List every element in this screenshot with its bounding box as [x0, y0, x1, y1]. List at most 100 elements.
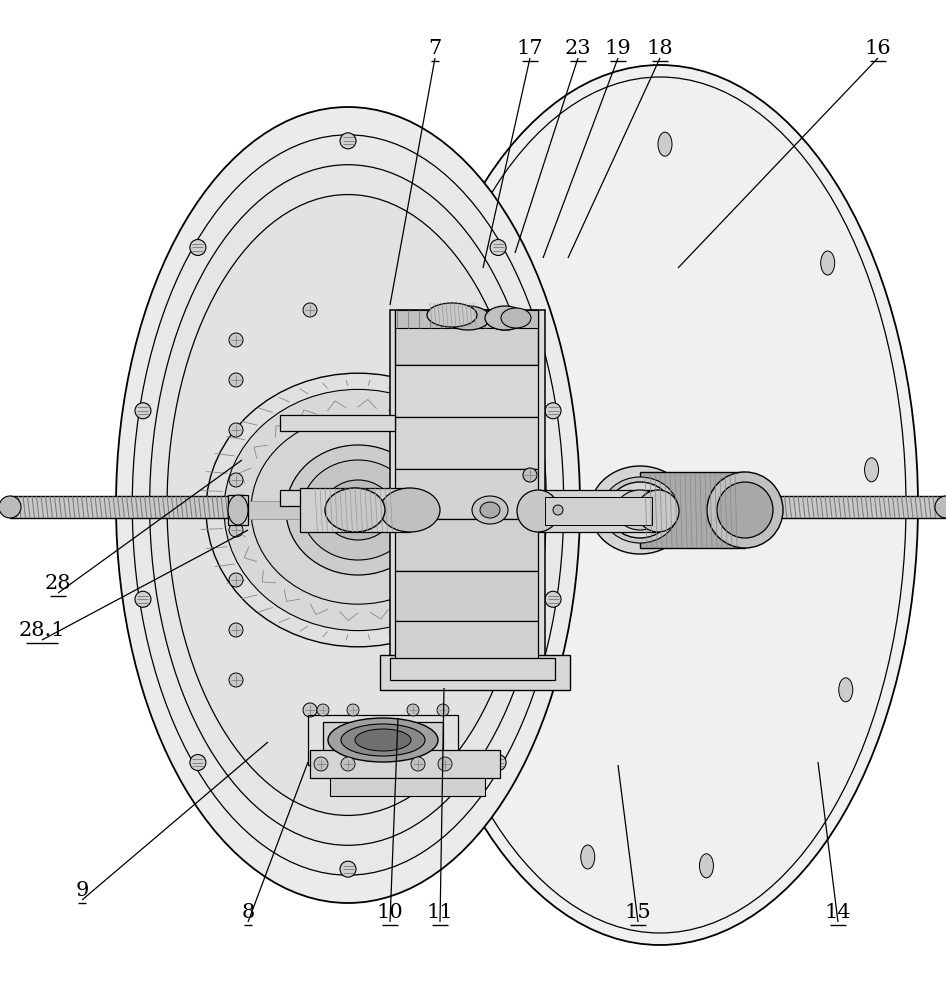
- Text: 10: 10: [377, 903, 403, 922]
- Bar: [310, 750, 500, 778]
- Text: 23: 23: [565, 39, 591, 58]
- Ellipse shape: [935, 496, 946, 518]
- Bar: [395, 519, 538, 571]
- Ellipse shape: [0, 496, 21, 518]
- Text: 16: 16: [865, 39, 891, 58]
- Ellipse shape: [865, 458, 879, 482]
- Ellipse shape: [303, 703, 317, 717]
- Ellipse shape: [581, 845, 595, 869]
- Bar: [10, 496, 238, 518]
- Ellipse shape: [501, 308, 531, 328]
- Ellipse shape: [323, 480, 393, 540]
- Ellipse shape: [229, 673, 243, 687]
- Bar: [323, 722, 443, 758]
- Ellipse shape: [317, 704, 329, 716]
- Ellipse shape: [190, 239, 206, 255]
- Text: 17: 17: [517, 39, 543, 58]
- Ellipse shape: [224, 389, 492, 631]
- Ellipse shape: [717, 482, 773, 538]
- Ellipse shape: [493, 282, 507, 306]
- Ellipse shape: [602, 477, 678, 543]
- Bar: [228, 495, 248, 525]
- Ellipse shape: [229, 573, 243, 587]
- Bar: [300, 488, 410, 532]
- Ellipse shape: [251, 416, 465, 604]
- Text: 7: 7: [429, 39, 442, 58]
- Ellipse shape: [839, 678, 852, 702]
- Bar: [395, 310, 538, 365]
- Ellipse shape: [116, 107, 580, 903]
- Text: 28: 28: [44, 574, 71, 593]
- Ellipse shape: [314, 757, 328, 771]
- Ellipse shape: [616, 490, 664, 530]
- Ellipse shape: [229, 623, 243, 637]
- Bar: [395, 469, 538, 519]
- Ellipse shape: [229, 523, 243, 537]
- Ellipse shape: [545, 403, 561, 419]
- Ellipse shape: [229, 333, 243, 347]
- Text: 8: 8: [241, 903, 254, 922]
- Ellipse shape: [480, 502, 500, 518]
- Ellipse shape: [490, 755, 506, 771]
- Ellipse shape: [341, 757, 355, 771]
- Ellipse shape: [347, 704, 359, 716]
- Ellipse shape: [229, 423, 243, 437]
- Ellipse shape: [135, 403, 151, 419]
- Bar: [395, 571, 538, 621]
- Ellipse shape: [446, 306, 490, 330]
- Text: 19: 19: [604, 39, 631, 58]
- Ellipse shape: [228, 495, 248, 525]
- Ellipse shape: [229, 473, 243, 487]
- Text: 15: 15: [624, 903, 651, 922]
- Bar: [235, 501, 643, 519]
- Ellipse shape: [132, 135, 564, 875]
- Text: 28.1: 28.1: [19, 621, 65, 640]
- Ellipse shape: [167, 195, 529, 815]
- Bar: [640, 472, 745, 548]
- Bar: [280, 415, 395, 431]
- Ellipse shape: [438, 757, 452, 771]
- Ellipse shape: [190, 755, 206, 771]
- Ellipse shape: [590, 466, 690, 554]
- Ellipse shape: [328, 718, 438, 762]
- Bar: [395, 417, 538, 469]
- Ellipse shape: [303, 303, 317, 317]
- Ellipse shape: [821, 251, 834, 275]
- Ellipse shape: [340, 133, 356, 149]
- Ellipse shape: [135, 591, 151, 607]
- Ellipse shape: [380, 488, 440, 532]
- Bar: [395, 621, 538, 675]
- Ellipse shape: [490, 239, 506, 255]
- Bar: [545, 497, 652, 525]
- Bar: [538, 490, 658, 532]
- Text: 9: 9: [76, 881, 89, 900]
- Ellipse shape: [699, 854, 713, 878]
- Bar: [395, 310, 538, 328]
- Ellipse shape: [637, 490, 679, 532]
- Ellipse shape: [545, 591, 561, 607]
- Ellipse shape: [707, 472, 783, 548]
- Bar: [390, 310, 545, 675]
- Bar: [380, 655, 570, 690]
- Ellipse shape: [485, 306, 525, 330]
- Ellipse shape: [402, 65, 918, 945]
- Bar: [308, 715, 458, 765]
- Ellipse shape: [553, 505, 563, 515]
- Ellipse shape: [341, 724, 425, 756]
- Ellipse shape: [302, 460, 414, 560]
- Bar: [330, 778, 485, 796]
- Text: 11: 11: [427, 903, 453, 922]
- Bar: [390, 658, 555, 680]
- Ellipse shape: [206, 373, 510, 647]
- Ellipse shape: [407, 704, 419, 716]
- Ellipse shape: [286, 445, 430, 575]
- Ellipse shape: [472, 496, 508, 524]
- Ellipse shape: [467, 713, 482, 737]
- Ellipse shape: [523, 468, 537, 482]
- Ellipse shape: [427, 303, 477, 327]
- Text: 18: 18: [647, 39, 674, 58]
- Ellipse shape: [487, 310, 523, 330]
- Text: 14: 14: [825, 903, 851, 922]
- Ellipse shape: [411, 757, 425, 771]
- Ellipse shape: [149, 165, 547, 845]
